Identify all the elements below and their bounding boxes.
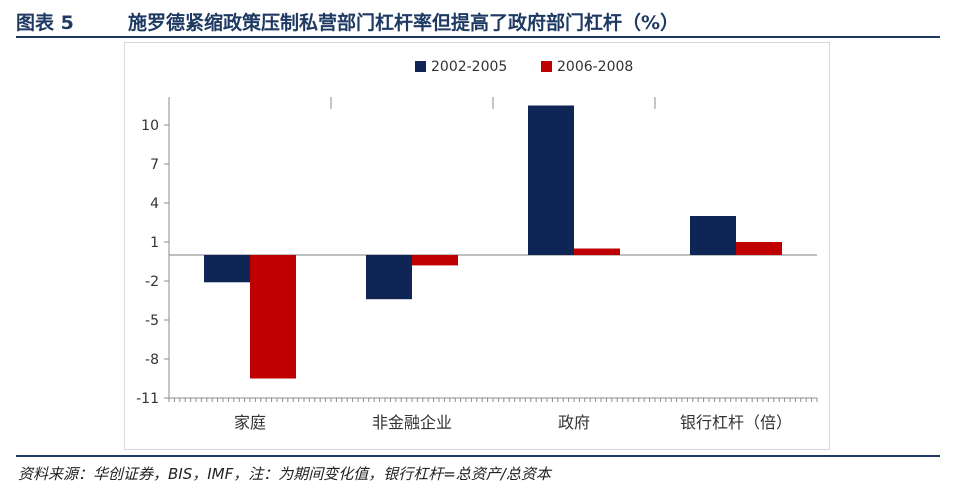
y-tick-label: 4 [150, 196, 159, 212]
bar-series-2 [250, 255, 296, 379]
y-tick-label: -8 [145, 352, 159, 368]
bar-series-2 [736, 242, 782, 255]
bar-series-1 [690, 216, 736, 255]
x-category-label: 银行杠杆（倍） [680, 413, 792, 432]
footer-rule [16, 455, 940, 457]
y-tick-label: -5 [145, 313, 159, 329]
x-category-label: 政府 [558, 413, 590, 432]
x-category-label: 家庭 [234, 413, 266, 432]
source-note: 资料来源：华创证券，BIS，IMF，注：为期间变化值，银行杠杆=总资产/总资本 [18, 465, 551, 483]
figure-header: 图表 5 施罗德紧缩政策压制私营部门杠杆率但提高了政府部门杠杆（%） [16, 8, 940, 34]
legend-label: 2002-2005 [431, 59, 507, 75]
bar-series-2 [412, 255, 458, 266]
header-rule [16, 36, 940, 38]
bar-series-1 [204, 255, 250, 283]
figure-label: 图表 5 [16, 11, 74, 34]
legend-swatch [415, 61, 426, 72]
bar-series-1 [528, 105, 574, 255]
x-category-label: 非金融企业 [372, 413, 452, 432]
y-tick-label: 1 [150, 235, 159, 251]
figure-title: 施罗德紧缩政策压制私营部门杠杆率但提高了政府部门杠杆（%） [128, 11, 680, 34]
legend-label: 2006-2008 [557, 59, 633, 75]
y-tick-label: -11 [136, 391, 159, 407]
bar-chart: 10 7 4 1 -2 -5 -8 -11 家庭 非金融企业 政府 银行杠杆（倍） 2002-2005 2… [136, 59, 818, 432]
bar-series-2 [574, 248, 620, 255]
y-tick-label: 7 [150, 157, 159, 173]
legend-swatch [541, 61, 552, 72]
bar-series-1 [366, 255, 412, 300]
y-tick-label: 10 [141, 118, 159, 134]
y-tick-label: -2 [145, 274, 159, 290]
chart-frame: 10 7 4 1 -2 -5 -8 -11 家庭 非金融企业 政府 银行杠杆（倍） 2002-2005 2… [124, 42, 830, 450]
